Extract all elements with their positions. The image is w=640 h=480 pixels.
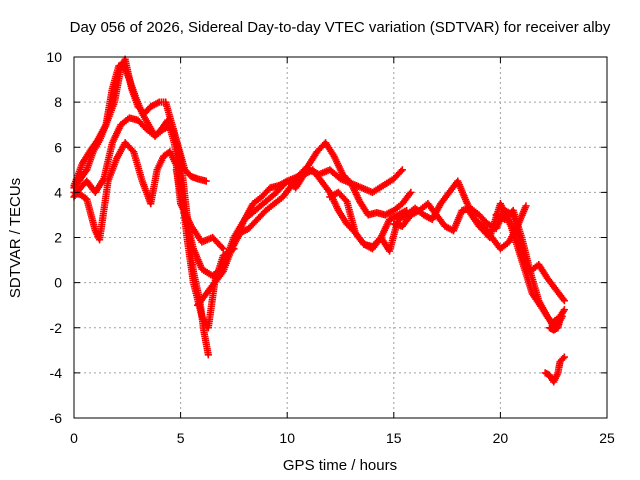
data-point-markers <box>326 177 530 255</box>
y-tick-label: 6 <box>54 139 62 155</box>
x-tick-label: 5 <box>177 430 185 446</box>
data-point-markers <box>541 353 568 386</box>
x-tick-label: 20 <box>493 430 509 446</box>
y-tick-label: 4 <box>54 184 62 200</box>
x-tick-label: 15 <box>386 430 402 446</box>
x-tick-label: 0 <box>70 430 78 446</box>
data-point-markers <box>194 139 415 309</box>
y-tick-label: 8 <box>54 94 62 110</box>
data-points <box>70 55 568 386</box>
series-track-6 <box>194 139 415 309</box>
series-track-8 <box>326 177 530 255</box>
y-tick-label: 2 <box>54 230 62 246</box>
x-tick-label: 25 <box>599 430 615 446</box>
axis-ticks: 0 5 10 15 20 25 -6 -4 -2 0 2 4 6 8 10 <box>46 49 615 446</box>
y-tick-label: 10 <box>46 49 62 65</box>
x-axis-label: GPS time / hours <box>283 457 397 474</box>
y-tick-label: -2 <box>50 320 63 336</box>
y-tick-label: -4 <box>50 365 63 381</box>
series-track-13 <box>545 315 564 334</box>
y-tick-label: -6 <box>50 410 63 426</box>
series-track-12 <box>541 353 568 386</box>
data-point-markers <box>390 200 568 305</box>
y-axis-label: SDTVAR / TECUs <box>7 178 24 298</box>
series-track-11 <box>492 206 566 332</box>
data-point-markers <box>545 315 564 334</box>
grid <box>74 57 607 418</box>
x-tick-label: 10 <box>279 430 295 446</box>
y-tick-label: 0 <box>54 275 62 291</box>
data-point-markers <box>492 206 566 332</box>
series-track-9 <box>390 200 568 305</box>
chart-title: Day 056 of 2026, Sidereal Day-to-day VTE… <box>70 19 611 36</box>
